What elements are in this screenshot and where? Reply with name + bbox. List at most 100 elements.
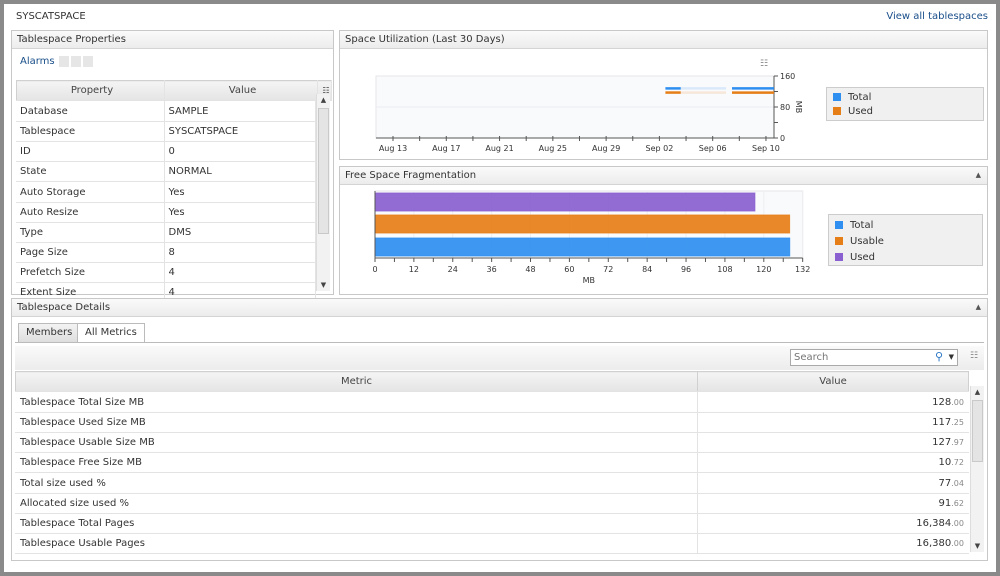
metric-name: Tablespace Used Size MB	[15, 412, 698, 434]
table-row[interactable]: State NORMAL	[16, 161, 316, 183]
metric-value: 128.00	[697, 392, 969, 413]
metric-name: Allocated size used %	[15, 493, 698, 514]
table-row[interactable]: Total size used % 77.04	[15, 472, 969, 494]
legend-label: Usable	[850, 236, 884, 247]
property-value: 8	[164, 242, 316, 264]
legend-swatch	[833, 107, 841, 115]
y-tick-label: 80	[780, 103, 790, 112]
collapse-icon[interactable]: ▲	[975, 303, 981, 311]
properties-table: Property Value ☷	[16, 79, 332, 102]
y-tick-label: 160	[780, 72, 795, 81]
property-name: Prefetch Size	[16, 262, 165, 284]
y-axis-label: MB	[794, 101, 803, 113]
table-row[interactable]: Tablespace Usable Pages 16,380.00	[15, 533, 969, 555]
column-header-property[interactable]: Property	[16, 79, 165, 102]
legend-item-total[interactable]: Total	[835, 218, 976, 234]
legend-item-usable[interactable]: Usable	[835, 234, 976, 250]
x-tick-label: 24	[448, 265, 458, 274]
property-name: Database	[16, 101, 165, 122]
scroll-up-icon[interactable]: ▲	[320, 96, 327, 104]
table-row[interactable]: Tablespace Total Pages 16,384.00	[15, 513, 969, 535]
x-tick-label: 0	[372, 265, 377, 274]
table-row[interactable]: Tablespace Used Size MB 117.25	[15, 412, 969, 434]
search-icon[interactable]: ⚲	[934, 350, 943, 363]
x-tick-label: 108	[717, 265, 732, 274]
view-all-tablespaces-link[interactable]: View all tablespaces	[886, 11, 988, 22]
table-row[interactable]: Prefetch Size 4	[16, 262, 316, 284]
alarm-indicator	[71, 56, 81, 67]
value-decimal: .00	[951, 518, 964, 528]
search-box[interactable]: ⚲ ▼	[790, 349, 958, 366]
value-integer: 128	[932, 396, 952, 408]
column-header-value[interactable]: Value	[697, 370, 969, 393]
table-row[interactable]: ID 0	[16, 141, 316, 163]
legend-item-used[interactable]: Used	[833, 105, 977, 119]
value-integer: 16,384	[916, 517, 952, 529]
tab-members[interactable]: Members	[18, 323, 81, 342]
metric-value: 10.72	[697, 452, 969, 474]
scroll-down-icon[interactable]: ▼	[974, 542, 981, 550]
table-row[interactable]: Tablespace Usable Size MB 127.97	[15, 432, 969, 454]
collapse-icon[interactable]: ▲	[975, 171, 981, 179]
x-tick-label: Sep 06	[699, 144, 727, 153]
value-decimal: .25	[951, 417, 964, 427]
table-row[interactable]: Database SAMPLE	[16, 101, 316, 122]
metric-value: 16,384.00	[697, 513, 969, 535]
legend-label: Total	[850, 220, 874, 231]
column-header-value[interactable]: Value	[164, 79, 318, 102]
page-title: SYSCATSPACE	[16, 11, 86, 22]
table-row[interactable]: Tablespace SYSCATSPACE	[16, 121, 316, 143]
legend-swatch	[835, 221, 843, 229]
value-integer: 127	[932, 437, 952, 449]
value-integer: 77	[938, 477, 952, 489]
property-name: Auto Resize	[16, 202, 165, 223]
value-integer: 91	[938, 497, 952, 509]
x-tick-label: Aug 29	[592, 144, 620, 153]
legend-label: Used	[850, 252, 876, 263]
metric-value: 127.97	[697, 432, 969, 454]
property-value: Yes	[164, 202, 316, 223]
x-tick-label: 60	[564, 265, 574, 274]
scrollbar-thumb[interactable]	[318, 108, 329, 234]
column-header-metric[interactable]: Metric	[15, 370, 698, 393]
scroll-up-icon[interactable]: ▲	[974, 388, 981, 396]
chart-menu-icon: ☷	[760, 59, 768, 69]
tab-all-metrics[interactable]: All Metrics	[77, 323, 145, 343]
table-row[interactable]: Allocated size used % 91.62	[15, 493, 969, 514]
table-row[interactable]: Tablespace Total Size MB 128.00	[15, 392, 969, 413]
legend-item-used[interactable]: Used	[835, 250, 976, 266]
table-row[interactable]: Page Size 8	[16, 242, 316, 264]
x-tick-label: Aug 25	[539, 144, 567, 153]
property-value: SAMPLE	[164, 101, 316, 122]
x-tick-label: 84	[642, 265, 652, 274]
value-integer: 16,380	[916, 538, 952, 550]
space-utilization-panel: Space Utilization (Last 30 Days) Aug 13 A…	[339, 30, 988, 160]
x-tick-label: 132	[795, 265, 810, 274]
value-integer: 10	[938, 457, 952, 469]
table-row[interactable]: Tablespace Free Size MB 10.72	[15, 452, 969, 474]
table-row[interactable]: Auto Resize Yes	[16, 202, 316, 223]
table-row[interactable]: Auto Storage Yes	[16, 181, 316, 203]
scroll-down-icon[interactable]: ▼	[320, 281, 327, 289]
bar-total	[374, 237, 791, 257]
fragmentation-legend: Total Usable Used	[828, 214, 983, 266]
metric-value: 16,380.00	[697, 533, 969, 555]
legend-item-total[interactable]: Total	[833, 91, 977, 105]
panel-title: Free Space Fragmentation	[340, 167, 987, 185]
metrics-table: Metric Value	[15, 370, 969, 393]
property-value: SYSCATSPACE	[164, 121, 316, 143]
column-chooser-icon[interactable]: ☷	[970, 351, 979, 361]
legend-label: Total	[848, 92, 872, 103]
x-tick-label: 96	[681, 265, 691, 274]
x-tick-label: 12	[409, 265, 419, 274]
search-input[interactable]	[791, 350, 921, 365]
scrollbar-thumb[interactable]	[972, 400, 983, 462]
panel-title: Tablespace Details	[12, 299, 987, 317]
space-utilization-legend: Total Used	[826, 87, 984, 121]
properties-scrollbar[interactable]: ▲ ▼	[316, 94, 330, 291]
property-value: 4	[164, 262, 316, 284]
fragmentation-chart: 0 12 24 36 48 60 72 84 96 108 120 132 MB	[372, 190, 810, 285]
table-row[interactable]: Type DMS	[16, 222, 316, 244]
search-dropdown-icon[interactable]: ▼	[948, 353, 954, 361]
metrics-scrollbar[interactable]: ▲ ▼	[970, 386, 984, 552]
